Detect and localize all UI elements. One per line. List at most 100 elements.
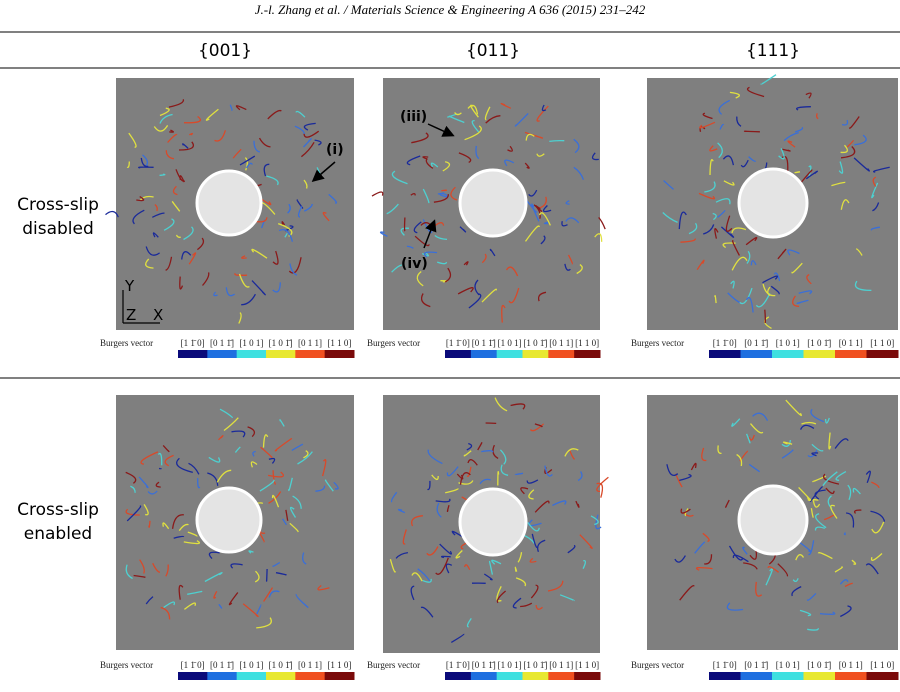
dislocation-line [471,119,480,133]
dislocation-line [142,154,149,166]
dislocation-line [434,234,448,241]
dislocation-line [743,562,758,570]
dislocation-line [395,551,408,559]
dislocation-line [259,479,275,492]
dislocation-line [537,291,547,302]
dislocation-line [796,106,811,111]
colorbar-title: Burgers vector [367,660,420,670]
dislocation-line [777,563,789,577]
dislocation-line [402,529,407,545]
dislocation-line [230,563,243,569]
colorbar-label: [0 1 1] [298,338,322,348]
colorbar-segment [803,672,836,680]
dislocation-line [178,141,195,151]
dislocation-line [591,152,599,161]
dislocation-line [328,193,338,204]
dislocation-line [840,144,849,154]
dislocation-line [712,212,717,221]
dislocation-line [322,211,330,222]
dislocation-line [302,552,307,565]
colorbar-segment [236,350,267,358]
dislocation-line [182,143,189,149]
dislocation-line [235,105,247,111]
colorbar-label: [0 1 1] [839,660,863,670]
dislocation-line [178,584,184,600]
precipitate [195,169,263,237]
dislocation-line [147,490,158,495]
dislocation-line [500,464,509,476]
dislocation-line [163,218,175,231]
dislocation-line [520,487,529,495]
dislocation-line [263,587,274,602]
dislocation-line [781,440,792,447]
dislocation-line [831,181,846,187]
dislocation-line [709,145,718,152]
dislocation-line [218,604,223,609]
dislocation-line [722,155,735,166]
colorbar-segment [266,350,296,358]
colorbar-label: [0 1 1̄] [744,338,768,348]
dislocation-line [172,185,178,196]
dislocation-line [785,399,802,417]
dislocation-line [234,272,248,276]
annotation-arrow [427,123,455,137]
dislocation-line [777,248,787,260]
dislocation-line [848,116,860,129]
dislocation-line [481,288,497,303]
dislocation-line [547,580,564,592]
dislocation-line [524,225,540,242]
dislocation-line [507,145,513,152]
dislocation-line [479,478,491,485]
dislocation-line [143,504,149,516]
colorbar-label: [1 0 1̄] [269,660,293,670]
axis-label: X [153,306,163,324]
column-header: {011} [466,41,520,61]
dislocation-line [573,138,580,154]
dislocation-line [564,448,579,457]
dislocation-line [176,457,193,474]
dislocation-line [420,606,434,618]
dislocation-line [171,514,184,529]
dislocation-line [830,504,838,519]
dislocation-line [717,210,726,218]
dislocation-line [762,275,778,284]
dislocation-line [538,196,547,209]
dislocation-line [834,438,849,449]
colorbar-title: Burgers vector [631,660,684,670]
colorbar-label: [1 0 1̄] [523,338,547,348]
colorbar-segment [740,672,773,680]
dislocation-line [565,200,570,205]
annotation: (iv) [401,256,428,272]
dislocation-line [514,472,524,476]
dislocation-line [787,249,800,256]
dislocation-line [183,540,201,545]
dislocation-line [807,450,818,458]
dislocation-line [250,461,258,468]
dislocation-line [197,237,205,251]
dislocation-line [510,403,526,410]
dislocation-line [541,104,547,112]
dislocation-line [450,633,465,643]
dislocation-line [717,445,722,455]
colorbar-label: [1 1̄ 0] [181,338,205,348]
dislocation-line [411,515,423,527]
dislocation-line [126,161,130,168]
dislocation-line [808,540,815,556]
dislocation-line [834,566,843,573]
dislocation-line [417,568,431,582]
dislocation-line [529,557,537,563]
dislocation-line [496,590,507,604]
dislocation-line [701,447,707,462]
precipitate [737,484,809,556]
dislocation-line [430,162,439,168]
dislocation-line [303,203,313,212]
dislocation-line [517,552,523,563]
dislocation-line [389,559,397,573]
dislocation-line [260,446,273,459]
dislocation-line [481,450,494,453]
annotation: (i) [326,142,344,158]
dislocation-line [229,104,233,111]
dislocation-line [528,489,535,500]
dislocation-line [704,181,716,193]
dislocation-line [297,451,313,465]
